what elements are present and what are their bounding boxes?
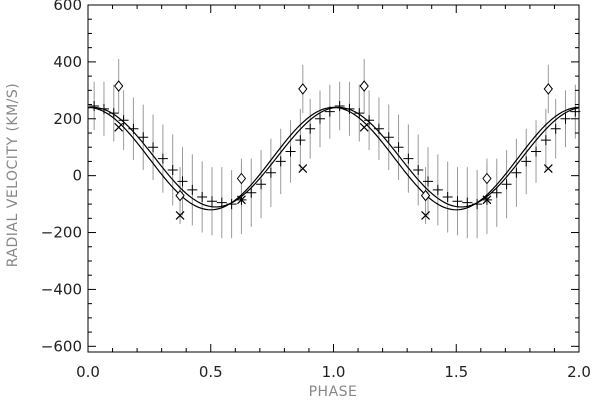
plus-marker [324,106,335,117]
plus-marker [452,196,463,207]
x-tick-label: 1.0 [322,363,346,381]
cross-marker [175,211,185,220]
plus-marker [265,167,276,178]
diamond-marker [420,189,431,202]
plus-marker [314,113,325,124]
plus-marker [364,115,375,126]
plus-marker [246,187,257,198]
x-tick-label: 0.5 [199,363,223,381]
y-tick-label: 600 [53,0,82,14]
plus-marker [491,187,502,198]
x-tick-label: 0.0 [76,363,100,381]
x-tick-label: 1.5 [444,363,468,381]
plus-marker [560,113,571,124]
plus-marker [187,184,198,195]
plus-marker [108,108,119,119]
x-tick-label: 2.0 [567,363,591,381]
marker-layer [89,80,581,220]
plus-marker [531,146,542,157]
diamond-marker [114,80,124,92]
plus-marker [98,103,109,114]
plus-marker [295,135,306,146]
plus-marker [403,153,414,164]
plus-marker [89,100,100,111]
plus-marker [344,103,355,114]
plus-marker [275,156,286,167]
errorbar-layer [93,59,576,239]
plus-marker [501,179,512,190]
y-tick-label: −400 [41,280,82,298]
diamond-marker [175,189,185,202]
y-axis-title: RADIAL VELOCITY (KM/S) [5,83,21,267]
plus-marker [128,123,139,134]
plus-marker [550,123,561,134]
plus-marker [177,176,188,187]
plus-marker [118,115,129,126]
plus-marker [540,135,551,146]
plus-marker [305,123,316,134]
plus-marker [383,132,394,143]
diamond-marker [359,80,369,92]
tick-label-layer: 0.0 0.5 1.0 1.5 2.0 600 400 200 0 −200 −400 −600 [41,0,591,381]
diamond-marker [543,83,553,95]
plus-marker [413,164,424,175]
cross-marker [482,195,492,205]
cross-marker [421,211,430,220]
cross-marker [359,122,369,132]
cross-marker [543,164,553,173]
plus-marker [197,191,208,202]
cross-marker [114,122,124,132]
plus-marker [354,108,365,119]
model-curve [87,106,580,208]
plus-marker [167,164,178,175]
tick-layer [87,4,580,352]
plus-marker [442,191,453,202]
plus-marker [511,167,522,178]
plus-marker [216,197,227,208]
y-tick-label: 200 [53,110,82,128]
plus-marker [393,142,404,153]
diamond-marker [298,83,308,95]
plus-marker [226,199,237,210]
diamond-marker [236,172,247,185]
plus-marker [423,176,434,187]
plus-marker [521,156,532,167]
plus-marker [138,132,149,143]
y-tick-label: 400 [53,53,82,71]
plus-marker [334,100,345,111]
cross-marker [298,164,308,173]
model-curve-layer [87,106,580,211]
y-tick-label: −600 [41,337,82,355]
diamond-marker [482,172,492,185]
plus-marker [462,197,473,208]
plus-marker [206,196,217,207]
plus-marker [148,142,159,153]
cross-marker [237,195,246,205]
plus-marker [373,123,384,134]
y-tick-label: 0 [72,167,82,185]
plus-marker [157,153,168,164]
plus-marker [472,199,483,210]
plus-marker [256,179,267,190]
y-tick-label: −200 [41,224,82,242]
x-axis-title: PHASE [309,384,358,400]
plus-marker [432,184,443,195]
plus-marker [285,146,296,157]
